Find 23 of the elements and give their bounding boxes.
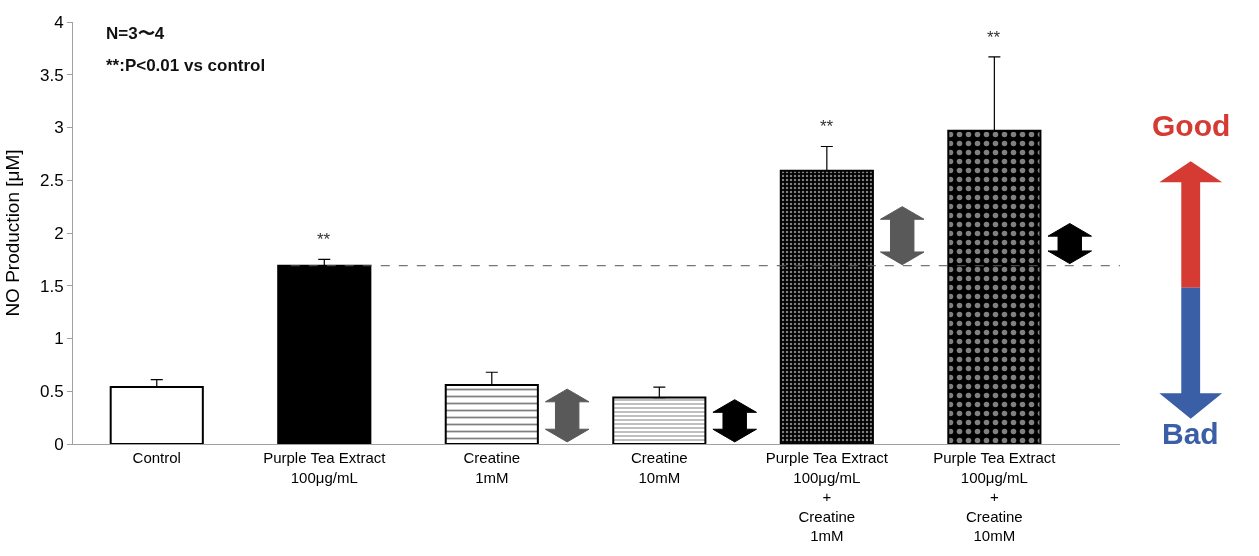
annotation: **:P<0.01 vs control: [106, 56, 266, 75]
y-tick-label: 0.5: [39, 382, 64, 402]
x-tick-label: Purple Tea Extract 100μg/mL: [263, 449, 387, 486]
y-tick-label: 1.5: [39, 276, 64, 296]
x-tick-label: Control: [132, 449, 181, 466]
y-tick-label: 3.5: [39, 65, 64, 85]
annotation: **: [987, 28, 1001, 47]
x-tick-label: Purple Tea Extract 100μg/mL + Creatine 1mM: [765, 449, 889, 544]
text: Bad: [1162, 417, 1219, 450]
annotation: **: [317, 230, 331, 249]
y-tick-label: 2.5: [39, 171, 64, 191]
x-tick-label: Purple Tea Extract 100μg/mL + Creatine 10mM: [933, 449, 1057, 544]
text: Good: [1152, 109, 1231, 142]
y-tick-label: 1: [54, 329, 64, 349]
annotation: **: [820, 117, 834, 136]
y-tick-label: 4: [54, 12, 64, 32]
y-tick-label: 2: [54, 223, 64, 243]
x-tick-label: Creatine 10mM: [630, 449, 688, 486]
y-tick-label: 0: [54, 434, 64, 454]
annotation: N=3〜4: [106, 24, 165, 43]
x-tick-label: Creatine 1mM: [463, 449, 521, 486]
y-axis-title: NO Production [μM]: [1, 149, 23, 317]
y-tick-label: 3: [54, 118, 64, 138]
